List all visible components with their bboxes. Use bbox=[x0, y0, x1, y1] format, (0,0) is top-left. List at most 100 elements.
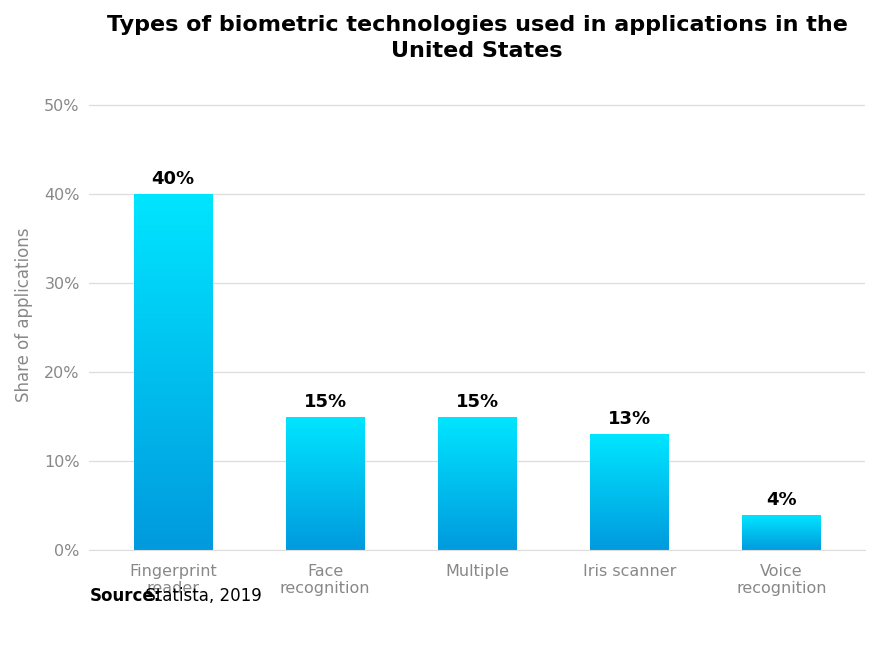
Bar bbox=[134, 290, 213, 292]
Bar bbox=[134, 392, 213, 394]
Bar bbox=[134, 429, 213, 430]
Bar bbox=[134, 297, 213, 298]
Bar bbox=[134, 220, 213, 221]
Bar bbox=[134, 398, 213, 399]
Bar bbox=[134, 417, 213, 419]
Bar bbox=[134, 461, 213, 463]
Bar bbox=[134, 416, 213, 417]
Bar bbox=[134, 512, 213, 514]
Bar bbox=[134, 286, 213, 288]
Bar bbox=[134, 401, 213, 402]
Bar bbox=[134, 488, 213, 490]
Bar bbox=[134, 388, 213, 389]
Bar bbox=[134, 495, 213, 496]
Bar bbox=[134, 210, 213, 211]
Bar bbox=[134, 404, 213, 405]
Bar bbox=[134, 420, 213, 421]
Bar bbox=[134, 266, 213, 267]
Bar bbox=[134, 226, 213, 227]
Y-axis label: Share of applications: Share of applications bbox=[15, 227, 33, 401]
Bar bbox=[134, 235, 213, 236]
Bar bbox=[134, 438, 213, 439]
Bar bbox=[134, 285, 213, 286]
Bar bbox=[134, 501, 213, 502]
Bar bbox=[134, 332, 213, 333]
Bar bbox=[134, 441, 213, 442]
Bar bbox=[134, 361, 213, 363]
Bar bbox=[134, 347, 213, 348]
Bar bbox=[134, 217, 213, 219]
Bar bbox=[134, 248, 213, 250]
Bar bbox=[134, 333, 213, 334]
Bar bbox=[134, 225, 213, 226]
Bar bbox=[134, 466, 213, 467]
Bar bbox=[134, 275, 213, 276]
Bar bbox=[134, 382, 213, 383]
Bar bbox=[134, 276, 213, 277]
Bar bbox=[134, 301, 213, 302]
Bar bbox=[134, 495, 213, 497]
Bar bbox=[134, 208, 213, 210]
Bar bbox=[134, 219, 213, 220]
Bar bbox=[134, 202, 213, 204]
Bar bbox=[134, 194, 213, 195]
Bar bbox=[134, 457, 213, 458]
Bar bbox=[134, 526, 213, 527]
Bar bbox=[134, 436, 213, 438]
Bar bbox=[134, 198, 213, 200]
Text: Source:: Source: bbox=[90, 587, 161, 604]
Bar bbox=[134, 292, 213, 294]
Bar bbox=[134, 316, 213, 317]
Bar bbox=[134, 238, 213, 239]
Bar bbox=[134, 536, 213, 537]
Bar bbox=[134, 451, 213, 452]
Bar bbox=[134, 198, 213, 199]
Bar bbox=[134, 424, 213, 426]
Bar bbox=[134, 355, 213, 357]
Bar bbox=[134, 232, 213, 233]
Bar bbox=[134, 470, 213, 472]
Bar bbox=[134, 468, 213, 470]
Bar bbox=[134, 473, 213, 474]
Bar bbox=[134, 464, 213, 466]
Bar bbox=[134, 519, 213, 521]
Bar bbox=[134, 270, 213, 271]
Bar bbox=[134, 341, 213, 342]
Bar bbox=[134, 460, 213, 461]
Bar bbox=[134, 291, 213, 292]
Bar bbox=[134, 354, 213, 355]
Bar bbox=[134, 322, 213, 323]
Bar bbox=[134, 240, 213, 242]
Bar bbox=[134, 491, 213, 492]
Bar bbox=[134, 380, 213, 382]
Bar bbox=[134, 474, 213, 476]
Bar bbox=[134, 222, 213, 224]
Bar bbox=[134, 207, 213, 208]
Bar bbox=[134, 314, 213, 315]
Bar bbox=[134, 303, 213, 305]
Bar bbox=[134, 210, 213, 212]
Bar bbox=[134, 486, 213, 487]
Bar bbox=[134, 370, 213, 371]
Bar bbox=[134, 499, 213, 501]
Bar bbox=[134, 288, 213, 289]
Bar bbox=[134, 250, 213, 251]
Bar bbox=[134, 538, 213, 539]
Bar bbox=[134, 478, 213, 479]
Bar bbox=[134, 364, 213, 365]
Bar bbox=[134, 426, 213, 427]
Bar bbox=[134, 420, 213, 422]
Bar bbox=[134, 513, 213, 515]
Bar bbox=[134, 487, 213, 489]
Bar bbox=[134, 346, 213, 348]
Bar bbox=[134, 239, 213, 240]
Bar bbox=[134, 289, 213, 290]
Bar bbox=[134, 524, 213, 526]
Bar bbox=[134, 294, 213, 295]
Bar bbox=[134, 507, 213, 509]
Bar bbox=[134, 365, 213, 367]
Bar bbox=[134, 482, 213, 483]
Bar bbox=[134, 216, 213, 218]
Bar bbox=[134, 457, 213, 459]
Text: 40%: 40% bbox=[151, 170, 194, 188]
